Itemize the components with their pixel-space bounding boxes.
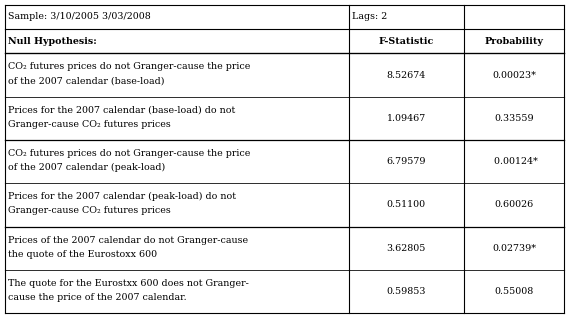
Text: 3.62805: 3.62805: [386, 244, 426, 253]
Text: Sample: 3/10/2005 3/03/2008: Sample: 3/10/2005 3/03/2008: [8, 12, 151, 21]
Text: 8.52674: 8.52674: [387, 71, 426, 80]
Text: the quote of the Eurostoxx 600: the quote of the Eurostoxx 600: [8, 250, 157, 259]
Text: F-Statistic: F-Statistic: [378, 37, 434, 46]
Text: 0.33559: 0.33559: [494, 114, 534, 123]
Text: The quote for the Eurostxx 600 does not Granger-: The quote for the Eurostxx 600 does not …: [8, 279, 249, 288]
Text: CO₂ futures prices do not Granger-cause the price: CO₂ futures prices do not Granger-cause …: [8, 149, 250, 158]
Text: of the 2007 calendar (peak-load): of the 2007 calendar (peak-load): [8, 163, 165, 172]
Text: 0.55008: 0.55008: [494, 287, 534, 296]
Text: Granger-cause CO₂ futures prices: Granger-cause CO₂ futures prices: [8, 120, 171, 129]
Text: 0.00124*: 0.00124*: [490, 157, 538, 166]
Text: Prices for the 2007 calendar (peak-load) do not: Prices for the 2007 calendar (peak-load)…: [8, 192, 236, 201]
Text: Prices of the 2007 calendar do not Granger-cause: Prices of the 2007 calendar do not Grang…: [8, 236, 248, 245]
Text: 6.79579: 6.79579: [386, 157, 426, 166]
Text: Lags: 2: Lags: 2: [352, 12, 387, 21]
Text: 0.51100: 0.51100: [387, 200, 426, 210]
Text: cause the price of the 2007 calendar.: cause the price of the 2007 calendar.: [8, 293, 187, 302]
Text: 0.59853: 0.59853: [386, 287, 426, 296]
Text: Granger-cause CO₂ futures prices: Granger-cause CO₂ futures prices: [8, 206, 171, 215]
Text: 0.02739*: 0.02739*: [492, 244, 536, 253]
Text: 1.09467: 1.09467: [387, 114, 426, 123]
Text: Probability: Probability: [485, 37, 543, 46]
Text: 0.00023*: 0.00023*: [492, 71, 536, 80]
Text: CO₂ futures prices do not Granger-cause the price: CO₂ futures prices do not Granger-cause …: [8, 62, 250, 71]
Text: 0.60026: 0.60026: [494, 200, 534, 210]
Text: Prices for the 2007 calendar (base-load) do not: Prices for the 2007 calendar (base-load)…: [8, 106, 235, 114]
Text: of the 2007 calendar (base-load): of the 2007 calendar (base-load): [8, 76, 164, 86]
Text: Null Hypothesis:: Null Hypothesis:: [8, 37, 97, 46]
